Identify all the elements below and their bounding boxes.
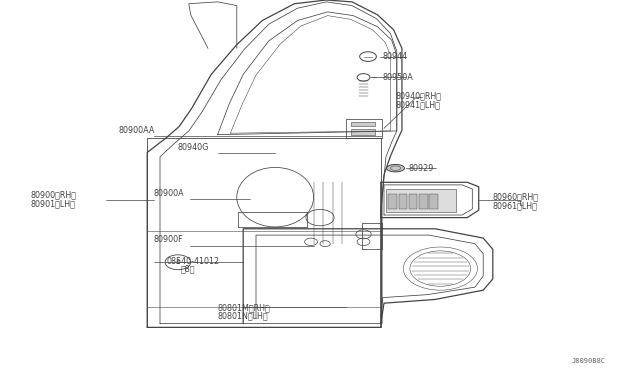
Text: J8090B8C: J8090B8C [572, 358, 606, 364]
Text: 80900A: 80900A [154, 189, 184, 198]
Bar [386, 189, 456, 212]
Bar [419, 194, 428, 209]
Bar [388, 194, 397, 209]
Text: 80900F: 80900F [154, 235, 183, 244]
Bar [147, 138, 381, 327]
Text: 80940〈RH〉: 80940〈RH〉 [396, 92, 442, 100]
Ellipse shape [387, 164, 404, 172]
Bar [351, 122, 375, 126]
Text: 80801M〈RH〉: 80801M〈RH〉 [218, 304, 270, 312]
Bar [399, 194, 407, 209]
Text: 80801N〈LH〉: 80801N〈LH〉 [218, 312, 268, 321]
Bar [351, 129, 375, 135]
Text: 80941〈LH〉: 80941〈LH〉 [396, 100, 440, 109]
Text: 80901〈LH〉: 80901〈LH〉 [31, 200, 76, 209]
Bar [429, 194, 438, 209]
Text: 80929: 80929 [408, 164, 434, 173]
Text: 80944: 80944 [383, 52, 408, 61]
Text: S: S [175, 260, 180, 265]
Text: 80940G: 80940G [178, 143, 209, 152]
Text: 08540-41012: 08540-41012 [166, 257, 220, 266]
Text: 80961〈LH〉: 80961〈LH〉 [493, 202, 538, 211]
Bar [409, 194, 417, 209]
Text: 〈8〉: 〈8〉 [180, 264, 195, 273]
Text: 80950A: 80950A [383, 73, 413, 82]
Text: 80900〈RH〉: 80900〈RH〉 [31, 191, 77, 200]
Text: 80960〈RH〉: 80960〈RH〉 [493, 193, 539, 202]
Text: 80900AA: 80900AA [118, 126, 155, 135]
